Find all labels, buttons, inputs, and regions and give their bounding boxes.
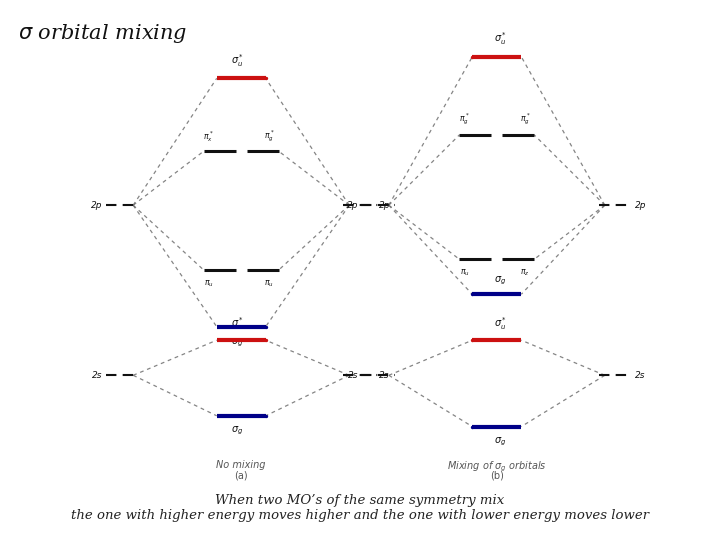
- Text: 2p: 2p: [347, 201, 359, 210]
- Text: Mixing of $\sigma_g$ orbitals: Mixing of $\sigma_g$ orbitals: [447, 460, 546, 475]
- Text: $\pi_u$: $\pi_u$: [204, 279, 214, 289]
- Text: $\pi_g^*$: $\pi_g^*$: [520, 112, 531, 127]
- Text: 2p: 2p: [635, 201, 647, 210]
- Text: $\pi_x^*$: $\pi_x^*$: [203, 129, 214, 144]
- Text: $\pi_g^*$: $\pi_g^*$: [264, 128, 275, 144]
- Text: When two MO’s of the same symmetry mix: When two MO’s of the same symmetry mix: [215, 494, 505, 507]
- Text: $\sigma_u^*$: $\sigma_u^*$: [231, 52, 244, 69]
- Text: $\sigma_g$: $\sigma_g$: [232, 336, 243, 349]
- Text: $\sigma$ orbital mixing: $\sigma$ orbital mixing: [18, 22, 187, 45]
- Text: $\sigma_g$: $\sigma_g$: [495, 274, 506, 287]
- Text: $\sigma_g$: $\sigma_g$: [232, 424, 243, 437]
- Text: 2s: 2s: [92, 371, 103, 380]
- Text: (b): (b): [490, 471, 504, 481]
- Text: 2s: 2s: [379, 371, 390, 380]
- Text: (a): (a): [235, 471, 248, 481]
- Text: 2p: 2p: [379, 201, 391, 210]
- Text: $\pi_u$: $\pi_u$: [459, 268, 469, 278]
- Text: 2s: 2s: [348, 371, 359, 380]
- Text: $\sigma_u^*$: $\sigma_u^*$: [231, 315, 244, 332]
- Text: $\sigma_u^*$: $\sigma_u^*$: [494, 315, 507, 332]
- Text: 2s: 2s: [635, 371, 646, 380]
- Text: $\pi_z$: $\pi_z$: [520, 268, 529, 278]
- Text: $\sigma_g$: $\sigma_g$: [495, 435, 506, 448]
- Text: No mixing: No mixing: [217, 460, 266, 470]
- Text: $\pi_u$: $\pi_u$: [264, 279, 274, 289]
- Text: the one with higher energy moves higher and the one with lower energy moves lowe: the one with higher energy moves higher …: [71, 509, 649, 522]
- Text: $\sigma_u^*$: $\sigma_u^*$: [494, 30, 507, 47]
- Text: 2p: 2p: [91, 201, 103, 210]
- Text: $\pi_g^*$: $\pi_g^*$: [459, 112, 469, 127]
